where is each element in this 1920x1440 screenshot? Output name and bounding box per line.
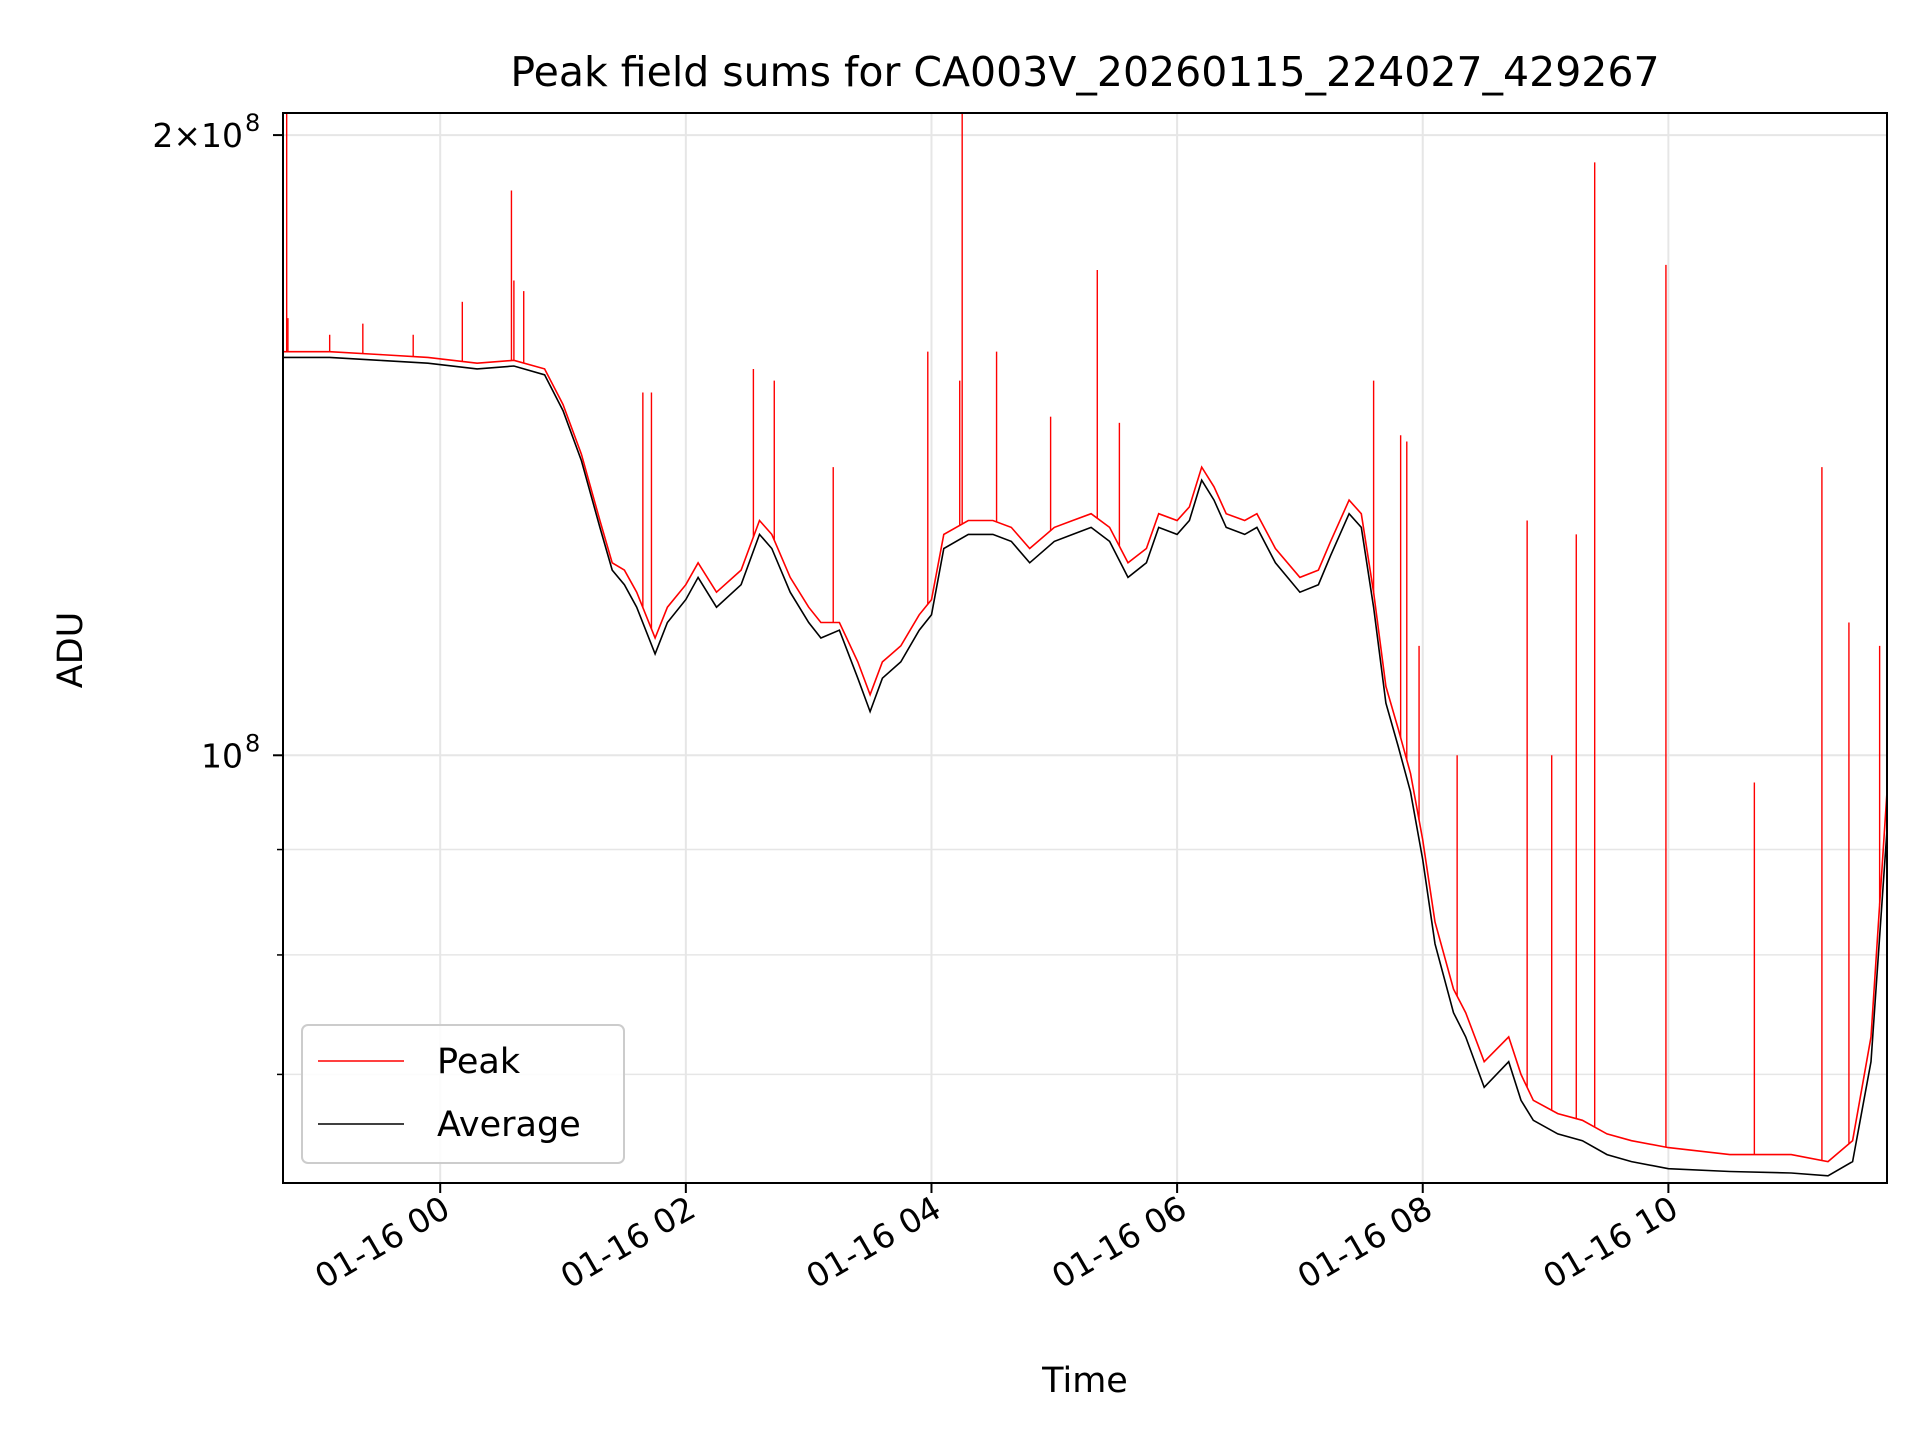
y-tick-label: 10 [201, 736, 243, 775]
legend-box [301, 1024, 625, 1164]
y-tick-exponent: 8 [245, 729, 260, 757]
chart-title: Peak field sums for CA003V_20260115_2240… [510, 48, 1659, 96]
legend-average-label: Average [437, 1105, 581, 1145]
legend-peak-label: Peak [437, 1042, 521, 1082]
legend: Peak Average [301, 1024, 625, 1164]
y-tick-exponent: 8 [245, 109, 260, 137]
series-layer [283, 113, 1887, 1177]
series-line-average [283, 356, 1887, 1177]
x-axis-label: Time [1041, 1361, 1128, 1401]
y-axis-label: ADU [51, 612, 91, 689]
y-tick-label: 2×10 [152, 116, 243, 155]
series-line-peak [283, 350, 1887, 1163]
plot-frame [282, 112, 1888, 1184]
